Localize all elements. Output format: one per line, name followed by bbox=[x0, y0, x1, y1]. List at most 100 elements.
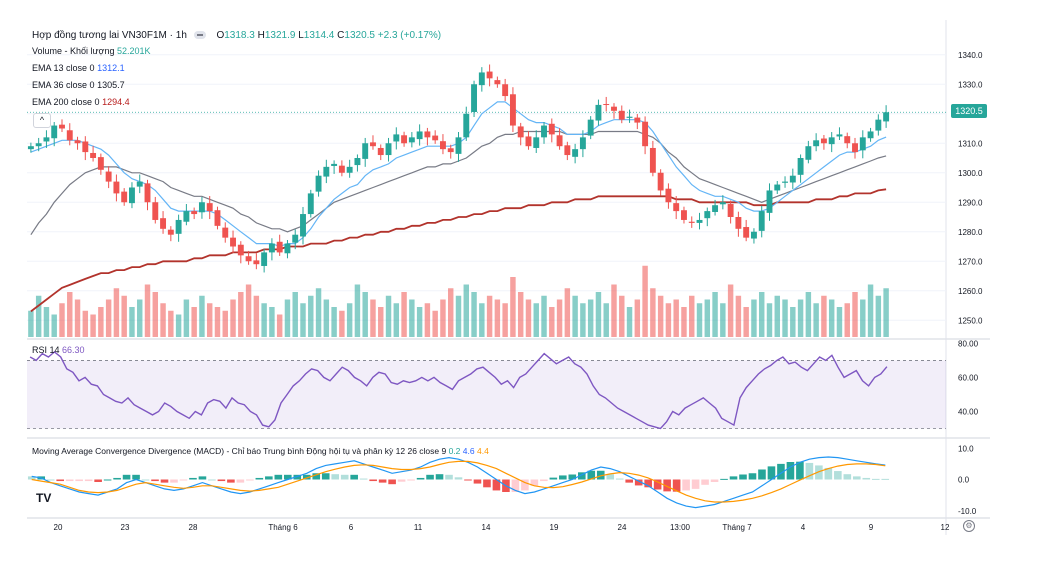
candle bbox=[261, 248, 268, 273]
candle-body bbox=[587, 119, 594, 136]
volume-bar bbox=[875, 295, 882, 337]
volume-bar bbox=[160, 303, 166, 337]
tradingview-logo[interactable]: TV bbox=[36, 491, 52, 505]
candle-body bbox=[766, 190, 773, 213]
symbol-title[interactable]: Hợp đồng tương lai VN30F1M · 1h bbox=[32, 30, 187, 41]
volume-bar bbox=[214, 307, 221, 337]
volume-legend[interactable]: Volume - Khối lượng 52.201K bbox=[32, 46, 151, 56]
volume-bar bbox=[424, 303, 431, 337]
candle bbox=[704, 207, 711, 227]
macd-histogram-bar bbox=[710, 479, 719, 482]
macd-histogram-bar bbox=[758, 469, 766, 480]
macd-legend[interactable]: Moving Average Convergence Divergence (M… bbox=[32, 446, 489, 456]
candle bbox=[719, 195, 726, 210]
volume-bar bbox=[137, 299, 143, 337]
candle bbox=[572, 143, 579, 164]
volume-bar bbox=[269, 307, 275, 337]
candle-body bbox=[611, 106, 617, 111]
candle-body bbox=[136, 181, 143, 187]
ema200-line bbox=[30, 188, 887, 313]
candle-body bbox=[237, 244, 244, 256]
volume-bar bbox=[331, 307, 337, 337]
candle bbox=[735, 211, 742, 237]
macd-histogram-bar bbox=[435, 474, 444, 480]
candle bbox=[129, 182, 135, 209]
macd-histogram-bar bbox=[94, 479, 102, 482]
candle bbox=[27, 142, 34, 153]
volume-bar bbox=[261, 303, 267, 337]
price-tick-label: 1270.0 bbox=[958, 257, 983, 266]
volume-bar bbox=[860, 299, 866, 337]
volume-bar bbox=[486, 295, 493, 337]
candle bbox=[74, 136, 81, 150]
settings-icon[interactable]: ⚙ bbox=[963, 520, 975, 532]
volume-bar bbox=[634, 299, 641, 337]
macd-histogram-bar bbox=[312, 473, 321, 480]
macd-histogram-bar bbox=[492, 479, 501, 491]
ema36-legend[interactable]: EMA 36 close 0 1305.7 bbox=[32, 80, 125, 90]
candle bbox=[51, 122, 58, 147]
volume-bar bbox=[727, 284, 734, 337]
macd-histogram-bar bbox=[378, 479, 387, 483]
candle-body bbox=[424, 131, 431, 138]
macd-histogram-bar bbox=[729, 476, 738, 480]
candle-body bbox=[206, 203, 213, 212]
volume-bar bbox=[525, 299, 532, 337]
price-tick-label: 1300.0 bbox=[958, 169, 983, 178]
volume-bar bbox=[556, 299, 563, 337]
candle bbox=[408, 132, 415, 148]
macd-histogram-bar bbox=[862, 477, 871, 480]
candle bbox=[377, 144, 384, 161]
volume-bar bbox=[681, 307, 687, 337]
candle bbox=[579, 130, 586, 158]
candle bbox=[626, 109, 633, 123]
macd-histogram-bar bbox=[236, 479, 245, 483]
candle bbox=[859, 130, 866, 159]
volume-bar bbox=[758, 292, 765, 337]
macd-histogram-bar bbox=[340, 474, 349, 480]
candle bbox=[393, 127, 400, 150]
candle bbox=[206, 196, 213, 220]
candle-body bbox=[634, 117, 641, 123]
macd-histogram-bar bbox=[587, 470, 596, 480]
macd-histogram-bar bbox=[615, 478, 624, 480]
candle bbox=[463, 106, 470, 141]
ema200-legend[interactable]: EMA 200 close 0 1294.4 bbox=[32, 97, 130, 107]
candle-body bbox=[859, 137, 866, 151]
volume-bar bbox=[657, 295, 664, 337]
volume-bar bbox=[440, 299, 446, 337]
macd-histogram-bar bbox=[720, 478, 728, 480]
volume-bar bbox=[696, 303, 703, 337]
candle-body bbox=[533, 137, 540, 148]
macd-histogram-bar bbox=[293, 474, 302, 480]
candle bbox=[844, 132, 851, 149]
time-tick-label: Tháng 7 bbox=[722, 523, 752, 532]
ema13-legend[interactable]: EMA 13 close 0 1312.1 bbox=[32, 63, 125, 73]
volume-bar bbox=[549, 307, 555, 337]
collapse-pill-icon[interactable] bbox=[193, 31, 206, 40]
candle bbox=[867, 127, 874, 142]
candle bbox=[688, 216, 695, 228]
macd-histogram-bar bbox=[350, 474, 358, 480]
candle bbox=[66, 123, 73, 146]
candle-body bbox=[595, 104, 602, 121]
candle bbox=[59, 119, 65, 133]
candle-body bbox=[502, 84, 509, 97]
candle-body bbox=[758, 211, 765, 231]
candle-body bbox=[813, 140, 820, 147]
rsi-legend[interactable]: RSI 14 66.30 bbox=[32, 345, 85, 355]
candle-body bbox=[284, 243, 291, 254]
candle-body bbox=[416, 131, 423, 140]
candle-body bbox=[167, 229, 174, 235]
macd-histogram-bar bbox=[672, 479, 681, 492]
candle bbox=[230, 230, 236, 253]
candle bbox=[338, 160, 345, 177]
collapse-legend-button[interactable]: ^ bbox=[33, 113, 51, 128]
candle-body bbox=[820, 138, 827, 144]
macd-histogram-bar bbox=[407, 479, 415, 481]
candle-body bbox=[688, 221, 695, 223]
time-tick-label: 4 bbox=[801, 523, 806, 532]
macd-histogram-bar bbox=[198, 476, 207, 480]
